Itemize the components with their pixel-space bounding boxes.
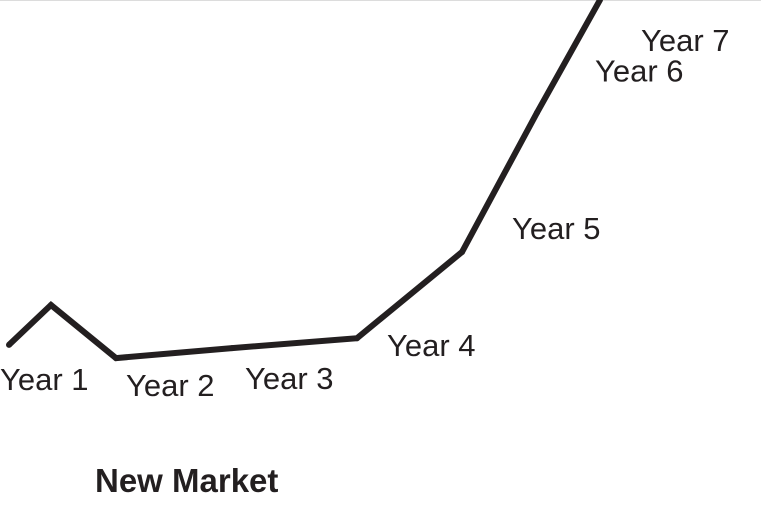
data-point-1 bbox=[6, 341, 12, 348]
growth-line bbox=[6, 0, 603, 362]
point-label-year-2: Year 2 bbox=[126, 368, 215, 403]
data-point-6 bbox=[459, 248, 465, 255]
point-label-year-5: Year 5 bbox=[512, 211, 601, 246]
chart-caption: New Market bbox=[95, 462, 279, 499]
data-point-2 bbox=[48, 302, 54, 309]
data-point-5 bbox=[354, 335, 360, 342]
point-label-year-7: Year 7 bbox=[641, 23, 730, 58]
growth-line-chart: Year 1 Year 2 Year 3 Year 4 Year 5 Year 6Year… bbox=[0, 0, 730, 403]
top-divider bbox=[0, 0, 761, 1]
data-point-8 bbox=[597, 0, 603, 3]
data-point-7 bbox=[534, 109, 540, 116]
point-label-year-1: Year 1 bbox=[0, 362, 89, 397]
point-label-year-6: Year 6 bbox=[595, 54, 684, 89]
data-point-3 bbox=[113, 355, 119, 362]
point-label-year-3: Year 3 bbox=[245, 361, 334, 396]
point-label-year-4: Year 4 bbox=[387, 328, 476, 363]
data-point-4 bbox=[229, 345, 235, 352]
